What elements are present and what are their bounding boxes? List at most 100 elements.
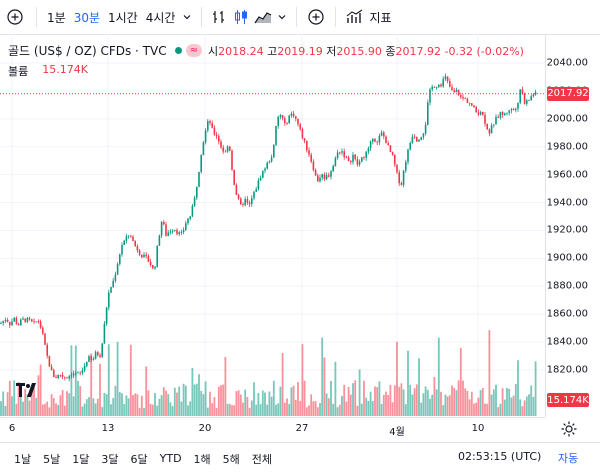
volume-bar: [455, 390, 458, 416]
candle-body: [422, 133, 425, 138]
time-axis[interactable]: 6 13 20 27 4월 10: [0, 417, 545, 440]
candle-body: [68, 376, 70, 379]
data-delay-badge[interactable]: ≈: [185, 44, 202, 57]
candle-body: [46, 344, 48, 356]
range-3m[interactable]: 3달: [101, 452, 119, 466]
volume-bar: [231, 405, 233, 416]
chart-settings-button[interactable]: [560, 420, 578, 438]
candle-body: [347, 157, 350, 161]
volume-bar: [508, 388, 511, 416]
interval-1h[interactable]: 1시간: [108, 10, 138, 25]
range-5d[interactable]: 5날: [43, 452, 61, 466]
volume-bar: [123, 404, 126, 416]
candle-body: [237, 194, 240, 199]
candle-body: [266, 162, 268, 169]
volume-bar: [217, 386, 220, 416]
volume-bar: [61, 390, 64, 416]
volume-bar: [272, 380, 275, 416]
candle-body: [13, 317, 15, 322]
compare-button[interactable]: [303, 4, 329, 30]
indicators-button[interactable]: 지표: [342, 4, 395, 30]
candle-body: [108, 292, 110, 308]
area-style-button[interactable]: [252, 4, 274, 30]
volume-bar: [506, 388, 508, 416]
range-1d[interactable]: 1날: [14, 452, 32, 466]
volume-bar: [11, 396, 13, 416]
price-tick-label: 1820.00: [546, 364, 588, 376]
candle-body: [310, 154, 312, 162]
candle-body: [427, 102, 429, 125]
volume-bar: [167, 394, 170, 416]
bars-icon: [213, 11, 225, 23]
timezone-clock[interactable]: 02:53:15 (UTC): [458, 450, 542, 463]
candle-body: [358, 161, 361, 165]
volume-bar: [400, 383, 403, 416]
volume-bar: [189, 401, 192, 416]
candle-body: [460, 95, 462, 97]
volume-bar: [330, 380, 332, 416]
indicators-icon: [347, 9, 363, 23]
volume-bar: [204, 381, 207, 416]
tradingview-logo[interactable]: [16, 383, 40, 397]
add-symbol-button[interactable]: [0, 4, 30, 30]
candle-body: [482, 111, 484, 115]
range-1m[interactable]: 1달: [72, 452, 90, 466]
volume-bar: [415, 384, 418, 416]
candlestick-series: [0, 73, 537, 382]
candle-body: [464, 98, 466, 100]
volume-bar: [30, 386, 33, 416]
volume-bar: [176, 392, 178, 416]
candle-body: [385, 136, 387, 144]
interval-1m[interactable]: 1분: [47, 10, 66, 25]
candle-body: [88, 356, 90, 362]
volume-bar: [321, 337, 324, 416]
interval-4h[interactable]: 4시간: [145, 10, 176, 25]
volume-bar: [301, 344, 304, 416]
volume-bar: [198, 374, 200, 416]
candle-body: [77, 372, 79, 374]
volume-bar: [404, 404, 407, 416]
volume-bar: [77, 380, 79, 416]
price-chart[interactable]: [0, 34, 545, 417]
candle-body: [37, 321, 40, 323]
volume-bar: [407, 350, 409, 416]
range-1y[interactable]: 1해: [193, 452, 211, 466]
auto-scale-toggle[interactable]: 자동: [558, 452, 579, 465]
candle-body: [286, 122, 288, 124]
volume-bar: [147, 390, 150, 416]
volume-label[interactable]: 볼륨: [8, 65, 29, 78]
range-6m[interactable]: 6달: [130, 452, 148, 466]
candle-body: [253, 191, 255, 199]
low-value: 2015.90: [336, 44, 382, 58]
volume-bar: [286, 398, 288, 416]
interval-30m[interactable]: 30분: [73, 10, 100, 25]
range-ytd[interactable]: YTD: [159, 452, 182, 465]
volume-bar: [259, 404, 262, 416]
range-5y[interactable]: 5해: [222, 452, 240, 466]
candle-body: [33, 321, 35, 323]
candle-body: [515, 108, 517, 110]
candles-style-button[interactable]: [230, 4, 252, 30]
candle-body: [255, 189, 257, 192]
top-toolbar: 1분 30분 1시간 4시간 지표: [0, 0, 600, 35]
volume-bar: [261, 390, 264, 416]
volume-bar: [281, 352, 284, 416]
candle-body: [92, 359, 95, 361]
volume-bar: [193, 384, 196, 416]
candle-body: [112, 280, 114, 288]
volume-bar: [363, 380, 365, 416]
candle-body: [526, 100, 528, 104]
candle-body: [42, 327, 44, 334]
range-all[interactable]: 전체: [251, 452, 273, 466]
chart-type-dropdown[interactable]: [274, 4, 290, 30]
symbol-name[interactable]: 골드 (US$ / OZ) CFDs · TVC: [8, 44, 167, 58]
candle-body: [163, 221, 165, 225]
interval-dropdown[interactable]: [179, 4, 195, 30]
volume-bar: [283, 402, 286, 416]
candle-body: [398, 172, 400, 184]
volume-bar: [332, 403, 335, 416]
volume-bar: [112, 398, 115, 416]
candle-body: [277, 116, 279, 126]
bars-style-button[interactable]: [208, 4, 230, 30]
volume-bar: [248, 407, 251, 416]
